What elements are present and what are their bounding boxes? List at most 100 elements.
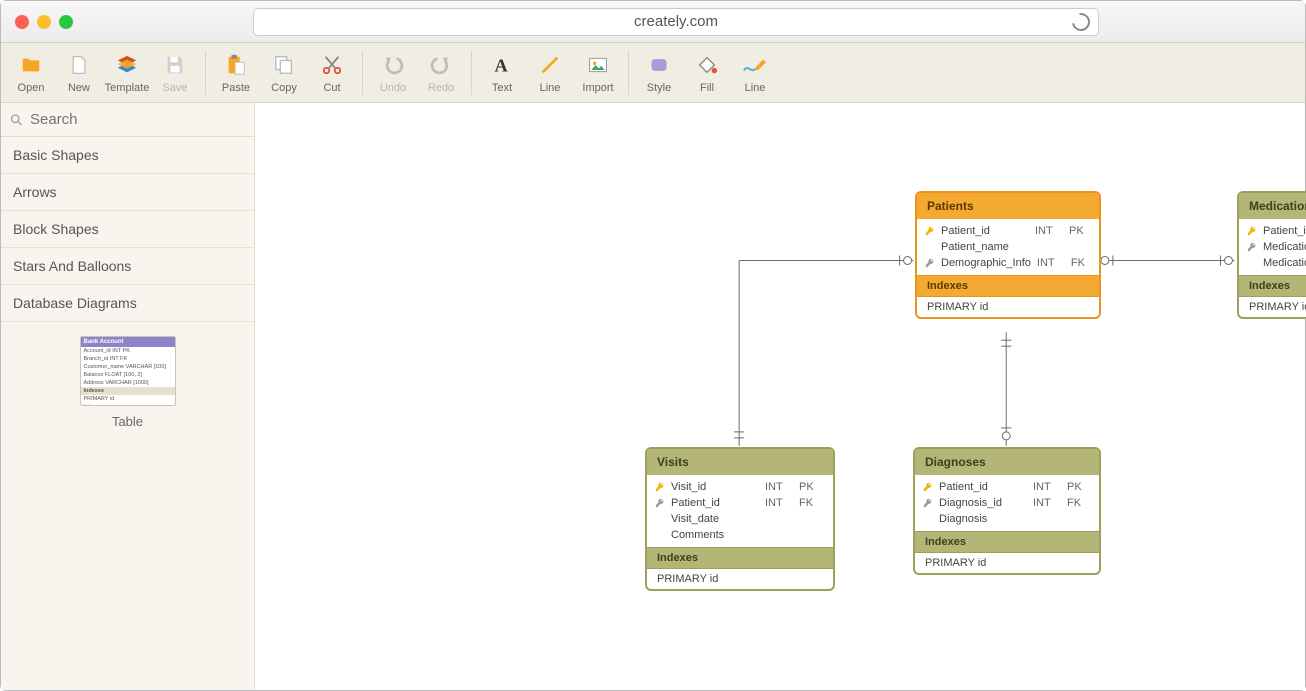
entity-column-row: Visit_idINTPK bbox=[647, 479, 833, 495]
index-row: PRIMARY id bbox=[647, 569, 833, 589]
entity-column-row: Medication_name bbox=[1239, 255, 1306, 271]
toolbar-separator bbox=[628, 51, 629, 95]
stack-icon bbox=[103, 52, 151, 78]
key-placeholder bbox=[925, 242, 935, 252]
key-placeholder bbox=[655, 514, 665, 524]
indexes-header: Indexes bbox=[917, 275, 1099, 297]
thumb-header: Bank Account bbox=[81, 337, 175, 347]
column-key: FK bbox=[1067, 497, 1087, 509]
minimize-window-button[interactable] bbox=[37, 15, 51, 29]
thumb-row: Account_id INT PK bbox=[81, 347, 175, 355]
thumb-row: Customer_name VARCHAR [100] bbox=[81, 363, 175, 371]
column-name: Demographic_Info bbox=[941, 257, 1031, 269]
folder-icon bbox=[7, 52, 55, 78]
column-type: INT bbox=[765, 481, 793, 493]
column-type: INT bbox=[1035, 225, 1063, 237]
toolbar-new-button[interactable]: New bbox=[55, 52, 103, 94]
toolbar-button-label: Undo bbox=[369, 82, 417, 94]
column-key: PK bbox=[799, 481, 819, 493]
toolbar-button-label: Import bbox=[574, 82, 622, 94]
close-window-button[interactable] bbox=[15, 15, 29, 29]
entity-title: Medication bbox=[1239, 193, 1306, 219]
toolbar-style-button[interactable]: Style bbox=[635, 52, 683, 94]
primary-key-icon bbox=[925, 226, 935, 236]
column-key: FK bbox=[1071, 257, 1091, 269]
column-name: Patient_id bbox=[671, 497, 759, 509]
column-key: FK bbox=[799, 497, 819, 509]
copy-icon bbox=[260, 52, 308, 78]
table-shape-thumbnail[interactable]: Bank Account Account_id INT PKBranch_id … bbox=[80, 336, 176, 406]
entity-medication[interactable]: Medication Patient_idINTPKMedication_idIN… bbox=[1237, 191, 1306, 319]
sidebar-category-database-diagrams[interactable]: Database Diagrams bbox=[1, 285, 254, 322]
pencil-icon bbox=[731, 52, 779, 78]
thumb-row: Branch_id INT FK bbox=[81, 355, 175, 363]
column-type: INT bbox=[1033, 497, 1061, 509]
toolbar-template-button[interactable]: Template bbox=[103, 52, 151, 94]
entity-column-row: Diagnosis_idINTFK bbox=[915, 495, 1099, 511]
browser-titlebar: creately.com bbox=[1, 1, 1305, 43]
column-name: Patient_id bbox=[939, 481, 1027, 493]
save-icon bbox=[151, 52, 199, 78]
window-controls bbox=[15, 15, 73, 29]
toolbar-copy-button[interactable]: Copy bbox=[260, 52, 308, 94]
primary-key-icon bbox=[923, 482, 933, 492]
toolbar-button-label: Copy bbox=[260, 82, 308, 94]
shapes-sidebar: Basic ShapesArrowsBlock ShapesStars And … bbox=[1, 103, 255, 690]
foreign-key-icon bbox=[923, 498, 933, 508]
column-name: Diagnosis bbox=[939, 513, 1027, 525]
column-name: Patient_id bbox=[941, 225, 1029, 237]
thumb-label: Table bbox=[112, 414, 143, 429]
entity-column-row: Medication_idINTFK bbox=[1239, 239, 1306, 255]
toolbar-line-button[interactable]: Line bbox=[731, 52, 779, 94]
browser-url-bar[interactable]: creately.com bbox=[253, 8, 1099, 36]
reload-icon[interactable] bbox=[1068, 9, 1093, 34]
sidebar-category-basic-shapes[interactable]: Basic Shapes bbox=[1, 137, 254, 174]
entity-title: Diagnoses bbox=[915, 449, 1099, 475]
toolbar-line-button[interactable]: Line bbox=[526, 52, 574, 94]
column-type: INT bbox=[765, 497, 793, 509]
foreign-key-icon bbox=[655, 498, 665, 508]
entity-title: Visits bbox=[647, 449, 833, 475]
text-icon: A bbox=[478, 52, 526, 78]
toolbar-cut-button[interactable]: Cut bbox=[308, 52, 356, 94]
entity-title: Patients bbox=[917, 193, 1099, 219]
toolbar-paste-button[interactable]: Paste bbox=[212, 52, 260, 94]
sidebar-search[interactable] bbox=[1, 103, 254, 137]
entity-visits[interactable]: VisitsVisit_idINTPKPatient_idINTFKVisit_… bbox=[645, 447, 835, 591]
primary-key-icon bbox=[1247, 226, 1257, 236]
thumb-row: Balance FLOAT [100, 2] bbox=[81, 371, 175, 379]
sidebar-category-stars-and-balloons[interactable]: Stars And Balloons bbox=[1, 248, 254, 285]
sidebar-category-block-shapes[interactable]: Block Shapes bbox=[1, 211, 254, 248]
toolbar-save-button: Save bbox=[151, 52, 199, 94]
toolbar-button-label: Line bbox=[526, 82, 574, 94]
entity-patients[interactable]: PatientsPatient_idINTPKPatient_nameDemog… bbox=[915, 191, 1101, 319]
app-toolbar: OpenNewTemplateSave PasteCopyCut UndoRedo A… bbox=[1, 43, 1305, 103]
toolbar-button-label: Paste bbox=[212, 82, 260, 94]
entity-column-row: Patient_idINTPK bbox=[915, 479, 1099, 495]
toolbar-button-label: Style bbox=[635, 82, 683, 94]
entity-diagnoses[interactable]: DiagnosesPatient_idINTPKDiagnosis_idINTF… bbox=[913, 447, 1101, 575]
toolbar-button-label: New bbox=[55, 82, 103, 94]
toolbar-button-label: Redo bbox=[417, 82, 465, 94]
sidebar-category-arrows[interactable]: Arrows bbox=[1, 174, 254, 211]
column-name: Comments bbox=[671, 529, 759, 541]
toolbar-text-button[interactable]: AText bbox=[478, 52, 526, 94]
maximize-window-button[interactable] bbox=[59, 15, 73, 29]
index-row: PRIMARY id bbox=[1239, 297, 1306, 317]
toolbar-fill-button[interactable]: Fill bbox=[683, 52, 731, 94]
entity-columns: Visit_idINTPKPatient_idINTFKVisit_dateCo… bbox=[647, 475, 833, 547]
index-row: PRIMARY id bbox=[915, 553, 1099, 573]
column-type: INT bbox=[1033, 481, 1061, 493]
entity-column-row: Patient_idINTPK bbox=[1239, 223, 1306, 239]
diagram-canvas[interactable]: PatientsPatient_idINTPKPatient_nameDemog… bbox=[255, 103, 1305, 690]
search-input[interactable] bbox=[24, 111, 246, 128]
toolbar-import-button[interactable]: Import bbox=[574, 52, 622, 94]
fill-icon bbox=[683, 52, 731, 78]
toolbar-button-label: Line bbox=[731, 82, 779, 94]
toolbar-open-button[interactable]: Open bbox=[7, 52, 55, 94]
toolbar-separator bbox=[205, 51, 206, 95]
column-name: Patient_name bbox=[941, 241, 1029, 253]
primary-key-icon bbox=[655, 482, 665, 492]
column-name: Medication_id bbox=[1263, 241, 1306, 253]
toolbar-button-label: Fill bbox=[683, 82, 731, 94]
